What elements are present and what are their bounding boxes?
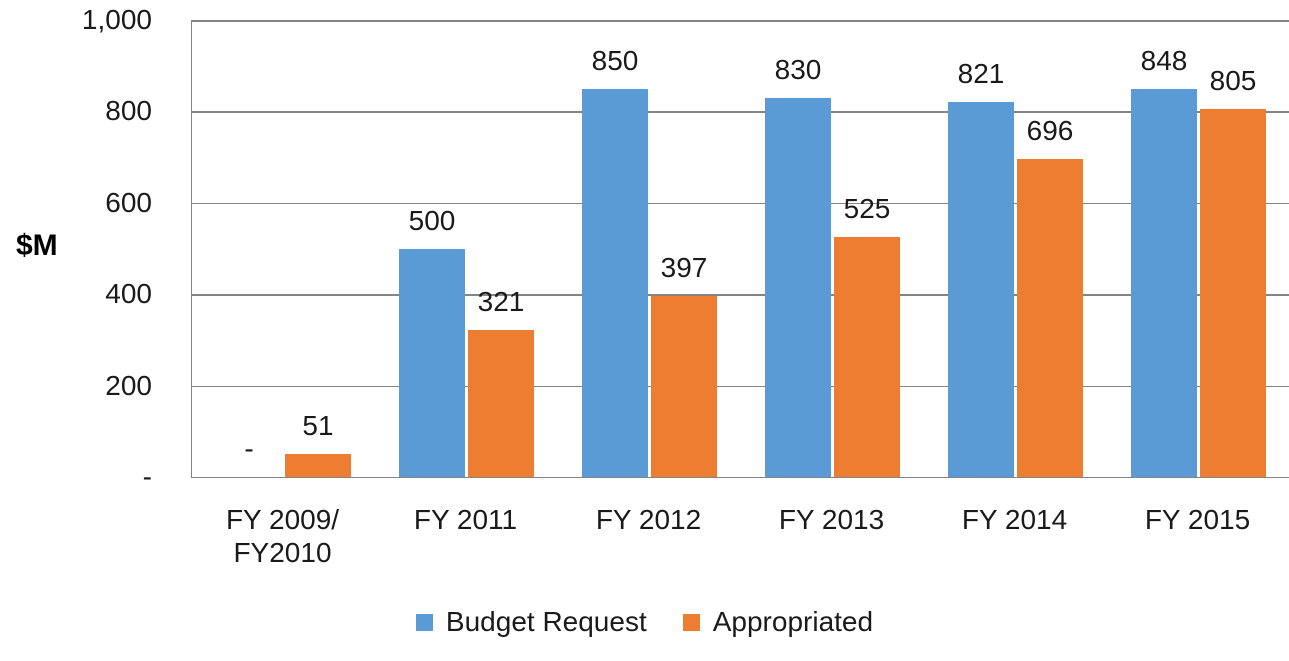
x-category-label: FY 2011 [374, 503, 557, 536]
x-category-label-line: FY 2014 [961, 504, 1068, 535]
bar-value-label: 51 [302, 409, 334, 441]
bar-value-label: 805 [1209, 65, 1257, 97]
bar-budget-request-1 [399, 248, 465, 477]
y-tick-label: 600 [105, 186, 152, 218]
y-tick-label: - [142, 461, 152, 492]
x-category-label: FY 2012 [557, 503, 740, 536]
bar-appropriated-5 [1200, 109, 1266, 477]
bar-value-label: 830 [774, 53, 822, 85]
bar-value-label: 525 [843, 193, 891, 225]
bar-value-label: 696 [1026, 114, 1074, 146]
bar-budget-request-4 [948, 101, 1014, 477]
legend-label: Appropriated [712, 606, 874, 637]
gridline [192, 111, 1289, 113]
x-category-label: FY 2009/FY2010 [191, 503, 374, 569]
y-axis-label: $M [16, 229, 58, 262]
bar-budget-request-2 [582, 88, 648, 477]
bar-value-label: 397 [660, 251, 708, 283]
bar-value-label: 850 [591, 44, 639, 76]
bar-budget-request-5 [1131, 89, 1197, 477]
plot-area: - 51 500 321 850 397 830 525 821 696 848 805 [191, 20, 1289, 478]
bar-appropriated-2 [651, 295, 717, 477]
bar-appropriated-4 [1017, 158, 1083, 477]
x-category-label-line: FY 2012 [595, 504, 702, 535]
y-tick-label: 800 [105, 95, 152, 127]
x-category-label-line: FY 2011 [413, 504, 518, 535]
legend-item-budget-request: Budget Request [415, 604, 647, 640]
bar-appropriated-3 [834, 237, 900, 477]
y-tick-label: 200 [105, 369, 152, 401]
bar-appropriated-0 [285, 453, 351, 477]
x-category-label: FY 2014 [923, 503, 1106, 536]
gridline [192, 202, 1289, 205]
bar-appropriated-1 [468, 330, 534, 477]
x-category-label-line: FY 2015 [1144, 504, 1251, 535]
x-category-label: FY 2013 [740, 503, 923, 536]
legend-swatch [415, 613, 433, 631]
bar-value-label: 500 [408, 204, 456, 236]
bar-value-label: 821 [957, 57, 1005, 89]
bar-value-label: - [244, 433, 254, 464]
legend-swatch [682, 613, 700, 631]
legend: Budget Request Appropriated [0, 604, 1289, 640]
gridline [192, 385, 1289, 388]
bar-value-label: 848 [1140, 45, 1188, 77]
y-tick-label: 1,000 [81, 4, 152, 35]
x-category-label: FY 2015 [1106, 503, 1289, 536]
bar-value-label: 321 [477, 286, 525, 318]
x-category-label-line: FY2010 [233, 537, 332, 568]
x-category-label-line: FY 2009/ [225, 504, 340, 535]
y-tick-label: 400 [105, 278, 152, 310]
gridline [192, 20, 1289, 22]
bar-budget-request-3 [765, 97, 831, 477]
gridline [192, 294, 1289, 296]
legend-label: Budget Request [445, 606, 647, 637]
x-category-label-line: FY 2013 [778, 504, 885, 535]
legend-item-appropriated: Appropriated [682, 604, 874, 640]
